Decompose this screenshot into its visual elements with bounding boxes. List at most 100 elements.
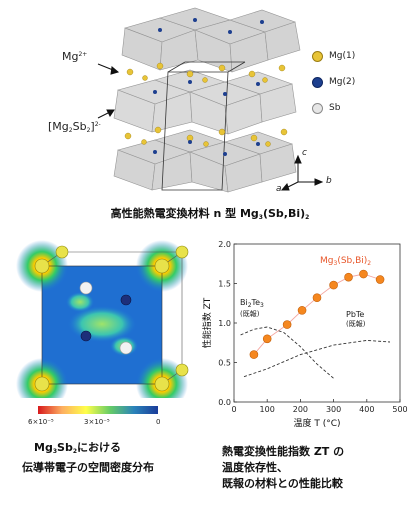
density-caption-line1: Mg3Sb2における (22, 440, 212, 460)
bi2te3-label: Bi2Te3 (既報) (240, 298, 264, 319)
y-tick-label: 1.5 (218, 280, 231, 289)
mg2sb2-layer-label: [Mg2Sb2]2- (48, 120, 101, 134)
series-label-mg3sbbi2: Mg3(Sb,Bi)2 (320, 256, 371, 267)
zt-caption-line2: 温度依存性、 (222, 461, 288, 474)
y-axis-label: 性能指数 ZT (201, 297, 213, 348)
x-tick-label: 100 (260, 405, 275, 414)
atom-legend: Mg(1) Mg(2) Sb (312, 48, 402, 116)
density-mg1-atoms (34, 245, 189, 392)
density-caption-prefix: Mg (34, 441, 53, 454)
pbte-note: (既報) (346, 320, 366, 328)
data-point (282, 320, 292, 329)
density-caption-sub1: 3 (52, 448, 58, 455)
legend-item-mg1: Mg(1) (312, 48, 402, 64)
chart-points (249, 269, 385, 359)
data-point (249, 350, 259, 359)
zt-caption: 熱電変換性能指数 ZT の 温度依存性、 既報の材料との性能比較 (222, 444, 420, 492)
density-colorbar (38, 406, 158, 414)
density-mg2-atoms (80, 294, 132, 342)
structure-caption-sub1: 3 (258, 214, 263, 221)
bi2te3-sub1: 2 (247, 302, 252, 309)
structure-caption: 高性能熱電変換材料 n 型 Mg3(Sb,Bi)2 (0, 206, 420, 226)
colorbar-tick-mid: 3×10⁻⁵ (84, 418, 110, 426)
chart-series-lines (240, 273, 391, 379)
x-axis-label: 温度 T (°C) (293, 417, 340, 429)
layer-label-close: ] (90, 120, 95, 133)
plot-frame (233, 243, 401, 403)
structure-caption-prefix: 高性能熱電変換材料 n 型 Mg (110, 207, 259, 220)
mg2-atoms (153, 18, 264, 156)
legend-label-sb: Sb (329, 103, 341, 113)
data-point (359, 269, 368, 279)
axis-label-a: a (276, 184, 282, 194)
data-point (262, 334, 272, 344)
density-panel: 6×10⁻⁵ 3×10⁻⁵ 0 Mg3Sb2における 伝導帯電子の空間密度分布 (0, 238, 210, 518)
layer-label-open: [Mg (48, 120, 69, 133)
bi2te3-mid: Te (251, 298, 260, 307)
data-point (297, 306, 307, 315)
y-tick-label: 0.0 (218, 398, 231, 407)
density-sb-atoms (79, 281, 133, 355)
series-line-pbte (243, 339, 391, 378)
layer-label-mid: Sb (72, 120, 87, 133)
layer-label-charge: 2- (94, 121, 101, 128)
bottom-octahedra-layer (113, 129, 297, 193)
mg1-atoms (124, 62, 288, 147)
structure-caption-mid: (Sb,Bi) (262, 207, 306, 220)
data-point (344, 272, 353, 282)
density-caption-mid: Sb (57, 441, 73, 454)
zt-caption-line1: 熱電変換性能指数 ZT の (222, 445, 345, 458)
layer-label-sub1: 2 (68, 127, 73, 134)
mg1-dot-icon (312, 50, 323, 62)
mg-ion-label: Mg2+ (62, 50, 87, 63)
top-octahedra-layer (121, 7, 301, 73)
middle-octahedra-layer (113, 69, 297, 135)
data-point (329, 280, 338, 290)
x-tick-label: 500 (392, 405, 407, 414)
mg-ion-charge: 2+ (78, 51, 88, 58)
x-tick-label: 400 (359, 405, 374, 414)
crystal-structure-panel: Mg2+ [Mg2Sb2]2- Mg(1) Mg(2) Sb c a b 高性能… (0, 0, 420, 230)
axis-label-c: c (302, 148, 307, 158)
legend-label-mg1: Mg(1) (329, 51, 356, 61)
annotation-arrows (97, 63, 120, 119)
x-tick-label: 200 (293, 405, 308, 414)
series-label-sub2: 2 (367, 260, 372, 267)
axis-label-b: b (326, 176, 332, 186)
chart-axes: 0 100 200 300 400 500 0.0 0.5 1.0 1.5 2.0 温度 T (°C)… (201, 240, 408, 429)
pbte-name: PbTe (346, 310, 365, 319)
bi2te3-name: Bi2Te3 (240, 298, 264, 309)
bi2te3-note: (既報) (240, 310, 260, 318)
mg2-dot-icon (312, 76, 323, 88)
data-point (375, 275, 385, 284)
density-caption-line2: 伝導帯電子の空間密度分布 (22, 461, 154, 474)
data-point (312, 293, 322, 303)
unit-cell-outline (161, 61, 246, 191)
density-caption-sub2: 2 (72, 448, 77, 455)
sb-dot-icon (312, 102, 323, 114)
mg-ion-text: Mg (62, 50, 79, 63)
density-caption-suffix: における (77, 441, 121, 454)
bi2te3-prefix: Bi (240, 298, 248, 307)
pbte-label: PbTe (既報) (346, 310, 365, 329)
series-label-sub1: 3 (333, 260, 338, 267)
density-caption: Mg3Sb2における 伝導帯電子の空間密度分布 (22, 440, 212, 476)
y-tick-label: 1.0 (218, 319, 231, 328)
y-tick-label: 0.5 (218, 359, 231, 368)
legend-label-mg2: Mg(2) (329, 77, 356, 87)
density-map (16, 240, 189, 398)
colorbar-tick-min: 0 (156, 418, 161, 426)
legend-item-mg2: Mg(2) (312, 74, 402, 90)
x-tick-label: 300 (326, 405, 341, 414)
colorbar-tick-max: 6×10⁻⁵ (28, 418, 54, 426)
series-label-prefix: Mg (320, 256, 334, 266)
zt-chart: 0 100 200 300 400 500 0.0 0.5 1.0 1.5 2.0 温度 T (°C)… (201, 240, 408, 429)
axes-indicator (280, 154, 324, 191)
crystal-structure-figure (97, 7, 324, 193)
x-tick-label: 0 (231, 405, 236, 414)
layer-label-sub2: 2 (86, 127, 91, 134)
bi2te3-sub2: 3 (260, 302, 264, 309)
legend-item-sb: Sb (312, 100, 402, 116)
zt-caption-line3: 既報の材料との性能比較 (222, 477, 343, 490)
series-line-bi2te3 (240, 326, 334, 379)
